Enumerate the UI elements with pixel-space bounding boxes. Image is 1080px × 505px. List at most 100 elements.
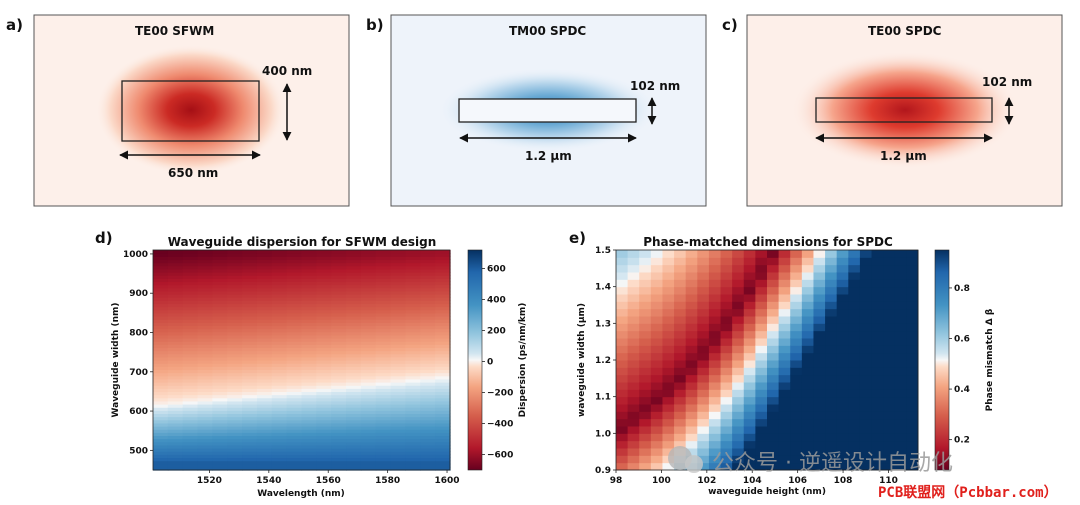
panel-d-cell: [197, 410, 213, 415]
panel-d-cell: [331, 382, 347, 386]
panel-d-cell: [167, 378, 184, 383]
panel-d-cell: [420, 375, 436, 380]
panel-e-cell: [755, 330, 768, 339]
panel-d-cell: [153, 331, 169, 336]
panel-e-cell: [650, 418, 663, 427]
panel-e-cell: [801, 301, 814, 310]
panel-e-cell: [720, 286, 733, 295]
panel-e-cell: [732, 367, 745, 376]
panel-d-cell: [212, 253, 228, 257]
panel-d-cell: [346, 388, 362, 393]
panel-e-cell: [662, 330, 675, 339]
panel-d-cell: [346, 422, 362, 427]
panel-d-cell: [360, 290, 377, 295]
panel-e-cell: [778, 433, 791, 442]
panel-d-cell: [331, 253, 347, 257]
panel-e-cell: [767, 360, 780, 368]
panel-d-cell: [375, 438, 392, 443]
panel-d-cell: [271, 259, 288, 264]
panel-d-cell: [360, 253, 377, 257]
panel-d-cell: [212, 438, 228, 443]
panel-e-cell: [778, 308, 791, 317]
panel-e-y-tick-label: 1.2: [595, 356, 611, 366]
panel-e-cell: [859, 345, 873, 354]
panel-d-cell: [331, 265, 347, 270]
panel-d-cell: [331, 353, 347, 358]
panel-d-cell: [346, 444, 362, 449]
panel-d-cell: [331, 397, 347, 402]
panel-d-cell: [182, 350, 199, 355]
panel-d-cell: [242, 419, 258, 424]
panel-d-cell: [197, 397, 213, 402]
panel-e-cell: [790, 294, 803, 302]
panel-e-cell: [639, 426, 652, 434]
panel-d-cell: [346, 278, 362, 283]
panel-d-cell: [360, 438, 377, 443]
panel-e-cell: [836, 360, 849, 368]
panel-d-cell: [435, 278, 451, 283]
panel-d-cell: [212, 341, 228, 345]
panel-d-cell: [405, 265, 421, 270]
waveguide-outline-c: [815, 97, 993, 123]
panel-d-cell: [153, 419, 169, 424]
watermark: 公众号 · 逆遥设计自动化 PCB联盟网（Pcbbar.com）: [668, 446, 1058, 501]
panel-d-cell: [331, 268, 347, 273]
panel-e-cell: [894, 360, 907, 368]
panel-e-cell: [883, 433, 896, 442]
panel-d-cell: [212, 360, 228, 364]
panel-d-cell: [153, 256, 169, 261]
panel-e-cell: [708, 345, 722, 354]
panel-d-cell: [375, 400, 392, 405]
panel-d-cell: [375, 416, 392, 421]
panel-d-cell: [286, 331, 303, 336]
panel-d-cell: [346, 378, 362, 383]
panel-d-cell: [316, 410, 332, 415]
panel-d-cell: [405, 413, 421, 418]
panel-e-cell: [848, 426, 861, 434]
panel-d-cell: [197, 306, 213, 311]
panel-d-cell: [316, 334, 332, 339]
panel-d-cell: [360, 281, 377, 286]
panel-d-cell: [182, 400, 199, 405]
panel-e-cell: [790, 338, 803, 346]
panel-e-cell: [790, 279, 803, 288]
panel-e-cell: [616, 250, 629, 258]
panel-d-cell: [242, 460, 258, 465]
panel-e-cell: [778, 440, 791, 449]
panel-d-cell: [286, 441, 303, 446]
panel-d-cell: [301, 363, 317, 367]
panel-d-cell: [346, 275, 362, 279]
panel-d-cell: [375, 309, 392, 314]
panel-d-cell: [227, 322, 243, 327]
panel-d-cell: [316, 422, 332, 427]
panel-e-cell: [825, 286, 838, 295]
panel-d-cell: [286, 309, 303, 314]
panel-e-cell: [674, 294, 687, 302]
panel-e-cell: [894, 404, 907, 412]
panel-d-cell: [167, 375, 184, 380]
panel-d-cell: [375, 404, 392, 408]
panel-d-cell: [360, 278, 377, 283]
panel-d-cell: [316, 441, 332, 446]
panel-d-cell: [331, 256, 347, 261]
panel-d-cell: [242, 328, 258, 333]
panel-e-cell: [906, 411, 919, 420]
panel-d-cell: [390, 259, 407, 264]
panel-e-cell: [894, 448, 907, 456]
panel-d-cell: [331, 372, 347, 377]
panel-e-cell: [720, 323, 733, 332]
panel-d-cell: [331, 290, 347, 295]
panel-d-cell: [360, 426, 377, 430]
panel-d-cell: [153, 334, 169, 339]
panel-d-cell: [197, 331, 213, 336]
panel-e-cell: [848, 323, 861, 332]
panel-e-cell: [650, 338, 663, 346]
panel-d-cell: [153, 466, 169, 471]
panel-e-cell: [790, 404, 803, 412]
panel-d-cell: [301, 287, 317, 292]
panel-d-cell: [331, 413, 347, 418]
panel-d-cell: [286, 306, 303, 311]
panel-d-cell: [316, 435, 332, 440]
panel-e-y-tick-label: 1.1: [595, 393, 611, 403]
panel-e-cell: [662, 352, 675, 361]
